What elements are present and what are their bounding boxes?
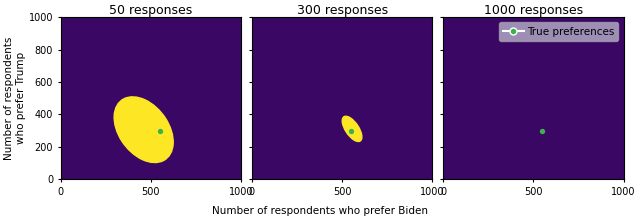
True preferences <box>346 129 356 132</box>
Title: 300 responses: 300 responses <box>296 4 388 17</box>
Title: 50 responses: 50 responses <box>109 4 193 17</box>
True preferences <box>537 129 547 132</box>
Title: 1000 responses: 1000 responses <box>484 4 583 17</box>
Ellipse shape <box>114 97 173 163</box>
Ellipse shape <box>342 116 362 141</box>
Y-axis label: Number of respondents
who prefer Trump: Number of respondents who prefer Trump <box>4 37 26 160</box>
Text: Number of respondents who prefer Biden: Number of respondents who prefer Biden <box>212 206 428 216</box>
Ellipse shape <box>541 130 543 131</box>
True preferences <box>155 129 165 132</box>
Legend: True preferences: True preferences <box>499 22 618 41</box>
